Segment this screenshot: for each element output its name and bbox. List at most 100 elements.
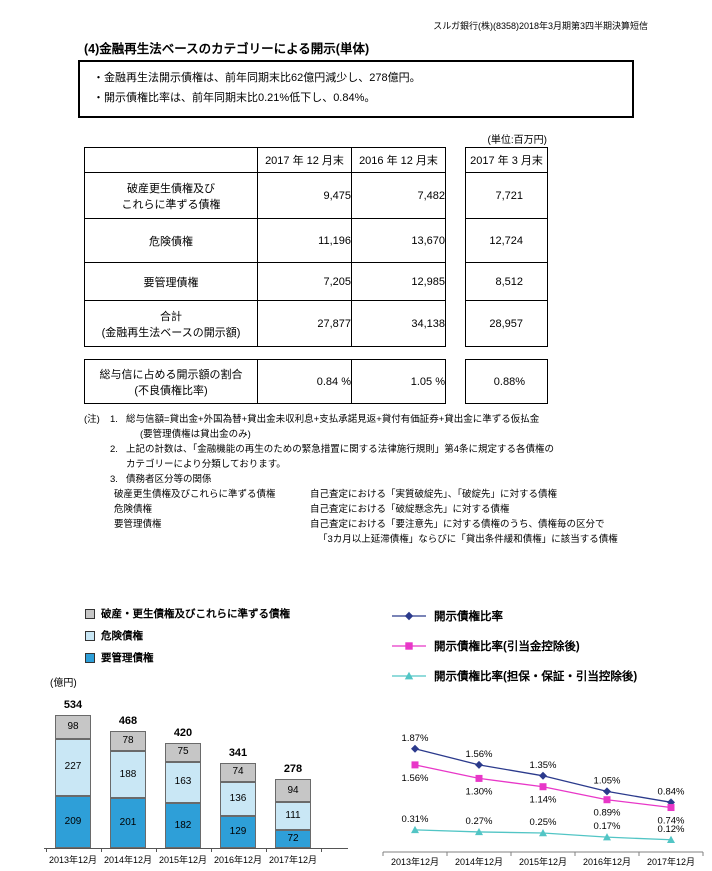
- legend-label: 要管理債権: [101, 652, 154, 664]
- axis-tick: [320, 848, 322, 852]
- cell-value: 8,512: [465, 262, 548, 301]
- square-marker-icon: [411, 761, 419, 769]
- diamond-marker-icon: [404, 611, 414, 621]
- cell-value: 7,482: [351, 172, 446, 219]
- note-line: カテゴリーにより分類しております。: [84, 457, 659, 472]
- note-line: (要管理債権は貸出金のみ): [84, 427, 659, 442]
- cell-value: 27,877: [257, 300, 352, 347]
- definition-text: 自己査定における「破綻懸念先」に対する債権: [310, 504, 510, 515]
- row-label-line: これらに準ずる債権: [121, 198, 221, 211]
- bar-segment: 94: [275, 778, 311, 803]
- note-number: 3.: [110, 474, 118, 485]
- data-label: 1.56%: [466, 749, 493, 760]
- cell-value: 28,957: [465, 300, 548, 347]
- note-line: 2. 上記の計数は、「金融機能の再生のための緊急措置に関する法律施行規則」第4条…: [84, 442, 659, 457]
- line-chart-legend: 開示債権比率開示債権比率(引当金控除後) 開示債権比率(担保・保証・引当控除後): [392, 608, 637, 684]
- x-axis-label: 2016年12月: [213, 855, 263, 865]
- row-label-line: 要管理債権: [143, 276, 199, 289]
- data-label: 1.35%: [530, 760, 557, 771]
- axis-tick: [45, 848, 47, 852]
- legend-marker: [392, 642, 426, 650]
- cell-value: 0.88%: [465, 359, 548, 404]
- table-row: 破産更生債権及び これらに準ずる債権 9,475 7,482: [84, 172, 446, 219]
- cell-value: 34,138: [351, 300, 446, 347]
- table-row: 7,721: [465, 172, 548, 219]
- bar-segment: 129: [220, 815, 256, 848]
- bar-segment: 227: [55, 739, 91, 796]
- legend-swatch: [85, 652, 95, 663]
- extra-column-table: 2017 年 3 月末 7,721 12,724 8,512 28,957: [465, 147, 548, 347]
- triangle-marker-icon: [603, 833, 611, 841]
- bar-segment: 163: [165, 761, 201, 803]
- definition-term: 危険債権: [114, 504, 153, 515]
- row-label-line: 破産更生債権及び: [127, 182, 215, 195]
- bar-segment: 78: [110, 731, 146, 751]
- bar-segment: 74: [220, 763, 256, 782]
- table-row: 28,957: [465, 300, 548, 347]
- cell-value: 1.05 %: [351, 359, 446, 404]
- definition-row: 破産更生債権及びこれらに準ずる債権 自己査定における「実質破綻先」、「破綻先」に…: [84, 487, 659, 502]
- stacked-bar-chart: 破産・更生債権及びこれらに準ずる債権 危険債権 要管理債権 (億円) 209 227 9…: [40, 600, 380, 870]
- cell-value: 11,196: [257, 218, 352, 263]
- summary-line: ・金融再生法開示債権は、前年同期末比62億円減少し、278億円。: [93, 72, 421, 84]
- triangle-marker-icon: [539, 829, 547, 837]
- bar-segment: 188: [110, 750, 146, 798]
- x-axis: [44, 848, 348, 849]
- x-axis-label: 2014年12月: [455, 856, 503, 867]
- note-number: 1.: [110, 414, 118, 425]
- diamond-marker-icon: [475, 760, 483, 769]
- axis-tick: [155, 848, 157, 852]
- ratio-table: 総与信に占める開示額の割合 (不良債権比率) 0.84 % 1.05 %: [84, 359, 446, 404]
- col-header-2017-12: 2017 年 12 月末: [257, 147, 352, 173]
- ratio-extra-table: 0.88%: [465, 359, 548, 404]
- x-axis-label: 2015年12月: [519, 856, 567, 867]
- row-label: 総与信に占める開示額の割合 (不良債権比率): [84, 359, 258, 404]
- bar-chart-legend: 破産・更生債権及びこれらに準ずる債権 危険債権 要管理債権: [85, 606, 290, 665]
- definition-row: 要管理債権 自己査定における「要注意先」に対する債権のうち、債権毎の区分で: [84, 517, 659, 532]
- line-chart-svg: 2013年12月 2014年12月 2015年12月 2016年12月 2017年12月…: [382, 733, 704, 867]
- legend-label: 開示債権比率(引当金控除後): [434, 641, 580, 653]
- col-header-2017-03: 2017 年 3 月末: [465, 147, 548, 173]
- data-label: 0.89%: [594, 808, 621, 819]
- page-title: (4)金融再生法ベースのカテゴリーによる開示(単体): [84, 42, 370, 56]
- data-label: 0.84%: [658, 786, 685, 797]
- note-number: 2.: [110, 444, 118, 455]
- definition-term: 破産更生債権及びこれらに準ずる債権: [114, 489, 276, 500]
- data-label: 1.30%: [466, 786, 493, 797]
- definition-text: 自己査定における「実質破綻先」、「破綻先」に対する債権: [310, 489, 558, 500]
- triangle-marker-icon: [475, 827, 483, 836]
- note-text: 総与信額=貸出金+外国為替+貸出金未収利息+支払承諾見返+貸付有価証券+貸出金に…: [126, 414, 540, 425]
- x-axis-label: 2015年12月: [158, 855, 208, 865]
- legend-item: 要管理債権: [85, 650, 290, 665]
- data-label: 0.12%: [658, 824, 685, 835]
- table-row: 合計 (金融再生法ベースの開示額) 27,877 34,138: [84, 300, 446, 347]
- data-label: 1.87%: [402, 733, 429, 744]
- triangle-marker-icon: [404, 671, 414, 680]
- definition-text: 「3カ月以上延滞債権」ならびに「貸出条件緩和債権」に該当する債権: [318, 534, 618, 545]
- note-text: カテゴリーにより分類しております。: [126, 459, 286, 470]
- data-label: 1.05%: [594, 775, 621, 786]
- data-label: 0.31%: [402, 814, 429, 825]
- legend-label: 危険債権: [101, 630, 143, 642]
- legend-item: 開示債権比率: [392, 608, 637, 624]
- x-axis-label: 2017年12月: [647, 856, 695, 867]
- note-line: 3. 債務者区分等の関係: [84, 472, 659, 487]
- bar-segment: 75: [165, 743, 201, 762]
- square-marker-icon: [405, 642, 413, 650]
- data-label: 1.56%: [402, 773, 429, 784]
- definition-row: 危険債権 自己査定における「破綻懸念先」に対する債権: [84, 502, 659, 517]
- definition-term: 要管理債権: [114, 519, 162, 530]
- bar-segment: 136: [220, 781, 256, 816]
- disclosure-table: 2017 年 12 月末 2016 年 12 月末 破産更生債権及び これらに準…: [84, 147, 446, 347]
- bar-total-label: 468: [118, 715, 138, 728]
- legend-label: 開示債権比率: [434, 611, 503, 623]
- x-axis-label: 2014年12月: [103, 855, 153, 865]
- notes-section: (注) 1. 総与信額=貸出金+外国為替+貸出金未収利息+支払承諾見返+貸付有価…: [84, 412, 659, 547]
- square-marker-icon: [667, 804, 675, 812]
- legend-label: 開示債権比率(担保・保証・引当控除後): [434, 671, 638, 683]
- bar-total-label: 420: [173, 727, 193, 739]
- row-label: 合計 (金融再生法ベースの開示額): [84, 300, 258, 347]
- data-label: 0.25%: [530, 817, 557, 828]
- legend-swatch: [85, 630, 95, 641]
